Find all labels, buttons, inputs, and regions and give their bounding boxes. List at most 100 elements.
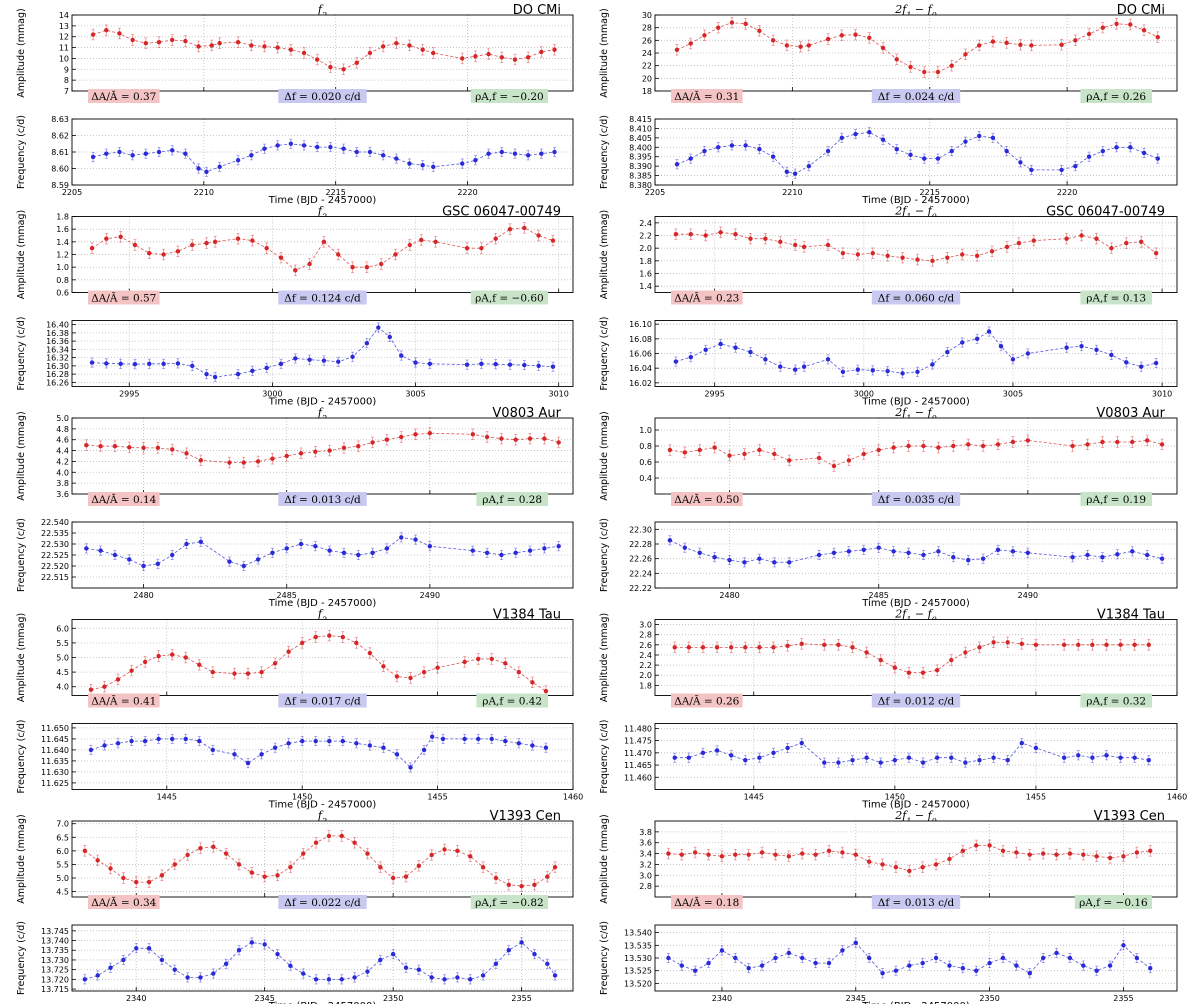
- data-point: [1019, 641, 1025, 647]
- data-point: [1159, 442, 1165, 447]
- stat-label: ρA,f = 0.32: [1086, 696, 1146, 708]
- y-tick-label: 11.630: [41, 768, 69, 777]
- data-point: [536, 363, 541, 369]
- star-name: V1384 Tau: [1097, 608, 1165, 623]
- y-tick-label: 7: [64, 87, 69, 96]
- y-tick-label: 11.625: [41, 779, 69, 788]
- data-point: [706, 960, 711, 966]
- y-tick-label: 13.535: [624, 941, 652, 950]
- y-tick-label: 26: [642, 36, 652, 45]
- data-point: [866, 859, 872, 864]
- data-point: [370, 550, 375, 555]
- plot-area: [655, 522, 1177, 588]
- data-point: [278, 361, 284, 367]
- data-point: [293, 356, 298, 361]
- y-tick-label: 11.640: [41, 746, 69, 755]
- y-tick-label: 28: [642, 24, 652, 33]
- data-point: [399, 434, 404, 440]
- data-point: [1124, 240, 1129, 246]
- data-point: [1004, 40, 1009, 46]
- data-point: [700, 750, 706, 756]
- data-point: [198, 458, 204, 463]
- data-point: [313, 977, 319, 982]
- y-tick-label: 22.530: [41, 540, 69, 549]
- data-point: [142, 659, 148, 665]
- y-axis-label: Frequency (c/d): [16, 518, 27, 592]
- data-point: [288, 47, 294, 52]
- y-tick-label: 8.395: [629, 153, 652, 162]
- data-point: [728, 645, 734, 650]
- data-point: [1070, 555, 1075, 560]
- data-point: [718, 230, 723, 235]
- data-point: [1040, 955, 1046, 961]
- data-point: [313, 449, 318, 454]
- stat-box: [1080, 290, 1152, 305]
- data-point: [462, 736, 467, 742]
- stat-box: [871, 89, 961, 103]
- data-point: [1081, 963, 1086, 968]
- data-point: [773, 955, 778, 961]
- data-point: [89, 360, 95, 365]
- data-point: [706, 852, 711, 857]
- data-point: [1073, 38, 1078, 43]
- data-point: [891, 549, 896, 554]
- y-tick-label: 5.0: [56, 654, 69, 663]
- data-point: [826, 848, 832, 854]
- stat-box: [88, 492, 160, 506]
- data-point: [408, 765, 413, 770]
- x-tick-label: 1450: [292, 793, 312, 802]
- data-point: [313, 544, 318, 549]
- data-point: [419, 237, 424, 243]
- y-tick-label: 16.08: [629, 335, 652, 344]
- x-tick-label: 2995: [119, 390, 139, 399]
- y-tick-label: 8.385: [629, 172, 652, 181]
- data-point: [185, 975, 190, 980]
- data-point: [1076, 753, 1081, 758]
- data-point: [930, 362, 935, 367]
- data-point: [286, 741, 291, 746]
- data-point: [1114, 145, 1119, 150]
- series-line: [91, 326, 554, 378]
- data-point: [1029, 167, 1034, 173]
- data-point: [1076, 642, 1081, 648]
- data-point: [878, 760, 883, 765]
- data-point: [536, 233, 541, 238]
- data-point: [172, 967, 177, 972]
- data-point: [715, 145, 721, 150]
- data-point: [275, 873, 280, 878]
- data-point: [864, 650, 869, 655]
- x-tick-label: 2480: [133, 591, 153, 600]
- data-point: [1054, 950, 1059, 956]
- data-point: [906, 443, 911, 449]
- data-point: [1121, 943, 1126, 948]
- data-point: [249, 940, 255, 945]
- data-point: [813, 960, 818, 966]
- y-axis-label: Frequency (c/d): [16, 921, 27, 995]
- data-point: [209, 43, 214, 48]
- data-point: [935, 69, 941, 75]
- data-point: [98, 444, 103, 449]
- y-tick-label: 2.0: [639, 671, 652, 680]
- y-tick-label: 1.0: [56, 263, 69, 272]
- data-point: [787, 560, 792, 565]
- data-point: [170, 652, 175, 657]
- data-point: [506, 948, 511, 953]
- x-tick-label: 2355: [511, 994, 531, 1003]
- data-point: [204, 371, 209, 377]
- data-point: [516, 741, 522, 746]
- data-point: [539, 49, 544, 55]
- data-point: [232, 671, 237, 676]
- data-point: [666, 955, 671, 961]
- stat-label: Δf = 0.013 c/d: [284, 494, 361, 506]
- y-tick-label: 13.520: [624, 979, 652, 988]
- data-point: [431, 50, 436, 56]
- data-point: [800, 955, 805, 961]
- data-point: [88, 687, 94, 692]
- axes-frame: [654, 723, 1178, 790]
- stat-label: ρA,f = 0.19: [1086, 494, 1146, 506]
- data-point: [987, 960, 992, 966]
- data-point: [977, 757, 982, 763]
- y-tick-label: 16.32: [46, 354, 69, 363]
